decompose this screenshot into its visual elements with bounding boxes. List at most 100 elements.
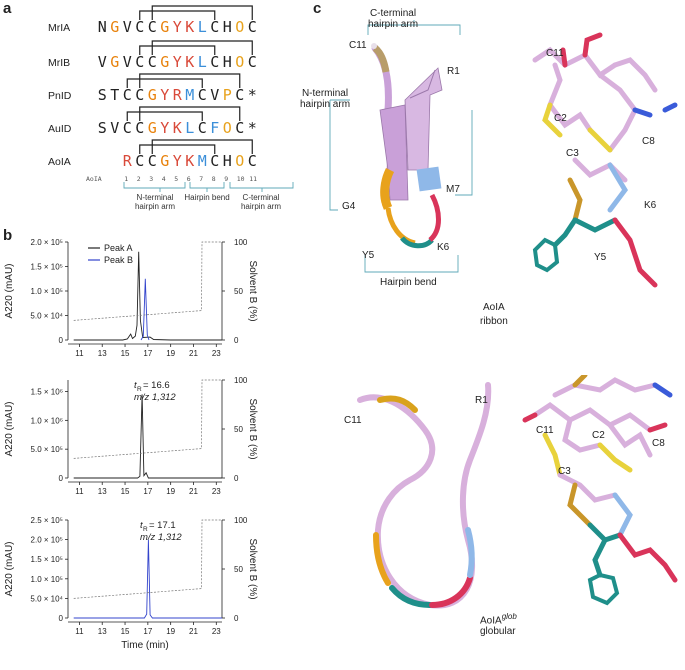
chromatogram-trace	[73, 539, 222, 619]
residue: O	[235, 152, 245, 170]
residue: Y	[172, 18, 182, 36]
y2-tick-label: 100	[234, 516, 248, 525]
disulfide-bracket-lines	[126, 5, 253, 154]
residue: Y	[160, 86, 170, 104]
residue: C	[235, 119, 245, 137]
x-tick-label: 19	[166, 627, 175, 636]
label-n-terminal-arm: N-terminal hairpin arm	[300, 88, 351, 110]
residue: K	[172, 119, 182, 137]
residue: H	[222, 152, 232, 170]
x-tick-label: 13	[98, 487, 107, 496]
residue-number: 2	[136, 175, 141, 183]
stick-label-c11-glob: C11	[536, 425, 554, 436]
chromatogram-1: 0 5.0 × 10⁴ 1.0 × 10⁵ 1.5 × 10⁵ 2.0 × 10⁵ 0 50…	[4, 238, 258, 358]
caption-globular-sup: glob	[501, 612, 517, 621]
disulfide-bond-1	[139, 144, 216, 154]
disulfide-bond-1	[139, 10, 216, 20]
y2-tick-label: 0	[234, 614, 239, 623]
x-tick-label: 23	[212, 487, 221, 496]
stick-label-c3: C3	[566, 148, 579, 159]
solvent-gradient-line	[73, 379, 222, 459]
y-tick-label: 2.0 × 10⁵	[31, 238, 63, 247]
residue: C	[197, 86, 207, 104]
y-axis-label: A220 (mAU)	[4, 263, 15, 318]
residue: K	[185, 18, 195, 36]
retention-time-label: t	[134, 380, 137, 391]
y-tick-label: 1.0 × 10⁵	[31, 575, 63, 584]
x-tick-label: 13	[98, 349, 107, 358]
residue: O	[235, 18, 245, 36]
x-tick-label: 17	[143, 487, 152, 496]
x-tick-label: 21	[189, 627, 198, 636]
x-tick-label: 11	[75, 349, 84, 358]
chromatogram-3: 0 5.0 × 10⁴ 1.0 × 10⁵ 1.5 × 10⁵ 2.0 × 10⁵ 2.5…	[4, 516, 258, 651]
residue-number: 3	[149, 175, 154, 183]
y2-tick-label: 0	[234, 336, 239, 345]
residue: R	[122, 152, 132, 170]
retention-time-label: t	[140, 520, 143, 531]
region-brackets	[123, 182, 294, 192]
residue: R	[172, 86, 182, 104]
residue: N	[97, 18, 107, 36]
residue-number: 5	[174, 175, 179, 183]
residue: H	[222, 18, 232, 36]
residue: Y	[160, 119, 170, 137]
residue: Y	[172, 152, 182, 170]
label-m7-ribbon: M7	[446, 184, 460, 195]
y-tick-label: 1.5 × 10⁶	[31, 388, 63, 397]
stick-label-c2: C2	[554, 113, 567, 124]
residue-number: 8	[211, 175, 216, 183]
y2-tick-label: 100	[234, 376, 248, 385]
amidation-mark: *	[247, 86, 257, 104]
residue: G	[160, 18, 170, 36]
residue: C	[135, 53, 145, 71]
residue-number: 10	[236, 175, 245, 183]
legend-label: Peak A	[104, 243, 133, 253]
x-tick-label: 21	[189, 487, 198, 496]
residue: V	[210, 86, 220, 104]
residue: T	[110, 86, 120, 104]
y2-tick-label: 50	[234, 425, 243, 434]
x-tick-label: 17	[143, 349, 152, 358]
stick-label-c11: C11	[546, 48, 564, 59]
residue: K	[185, 53, 195, 71]
y-axis-label: A220 (mAU)	[4, 401, 15, 456]
ribbon-structure	[329, 20, 473, 273]
chromatogram-2: 0 5.0 × 10⁵ 1.0 × 10⁶ 1.5 × 10⁶ 0 50 100 11 13 15…	[4, 376, 258, 496]
y2-tick-label: 0	[234, 474, 239, 483]
y-tick-label: 1.0 × 10⁵	[31, 287, 63, 296]
disulfide-bond-2	[139, 73, 241, 88]
y2-axis-label: Solvent B (%)	[247, 398, 258, 459]
sequence-name: AoIA	[48, 156, 71, 168]
disulfide-bond-1	[126, 111, 203, 121]
residue: V	[97, 53, 107, 71]
chromatogram-trace	[73, 394, 222, 479]
x-tick-label: 11	[75, 627, 84, 636]
stick-label-c2-glob: C2	[592, 430, 605, 441]
globular-structure	[357, 382, 492, 609]
residue: C	[247, 53, 257, 71]
sequence-name: AuID	[48, 123, 72, 135]
residue: L	[197, 18, 207, 36]
residue: C	[210, 18, 220, 36]
x-tick-label: 21	[189, 349, 198, 358]
label-k6-ribbon: K6	[437, 242, 450, 253]
residue-number: 6	[186, 175, 191, 183]
y2-tick-label: 100	[234, 238, 248, 247]
label-y5-ribbon: Y5	[362, 250, 375, 261]
stick-label-y5: Y5	[594, 252, 607, 263]
residue: G	[160, 152, 170, 170]
residue: C	[235, 86, 245, 104]
residue: C	[122, 119, 132, 137]
panel-a-letter: a	[3, 0, 12, 17]
sequence-name: MrIB	[48, 57, 71, 69]
disulfide-bond-2	[139, 106, 241, 121]
numbering-label: AoIA	[86, 175, 102, 183]
y-tick-label: 1.5 × 10⁵	[31, 555, 63, 564]
residue: K	[185, 152, 195, 170]
caption-ribbon-type: ribbon	[480, 316, 508, 327]
y-tick-label: 1.5 × 10⁵	[31, 263, 63, 272]
